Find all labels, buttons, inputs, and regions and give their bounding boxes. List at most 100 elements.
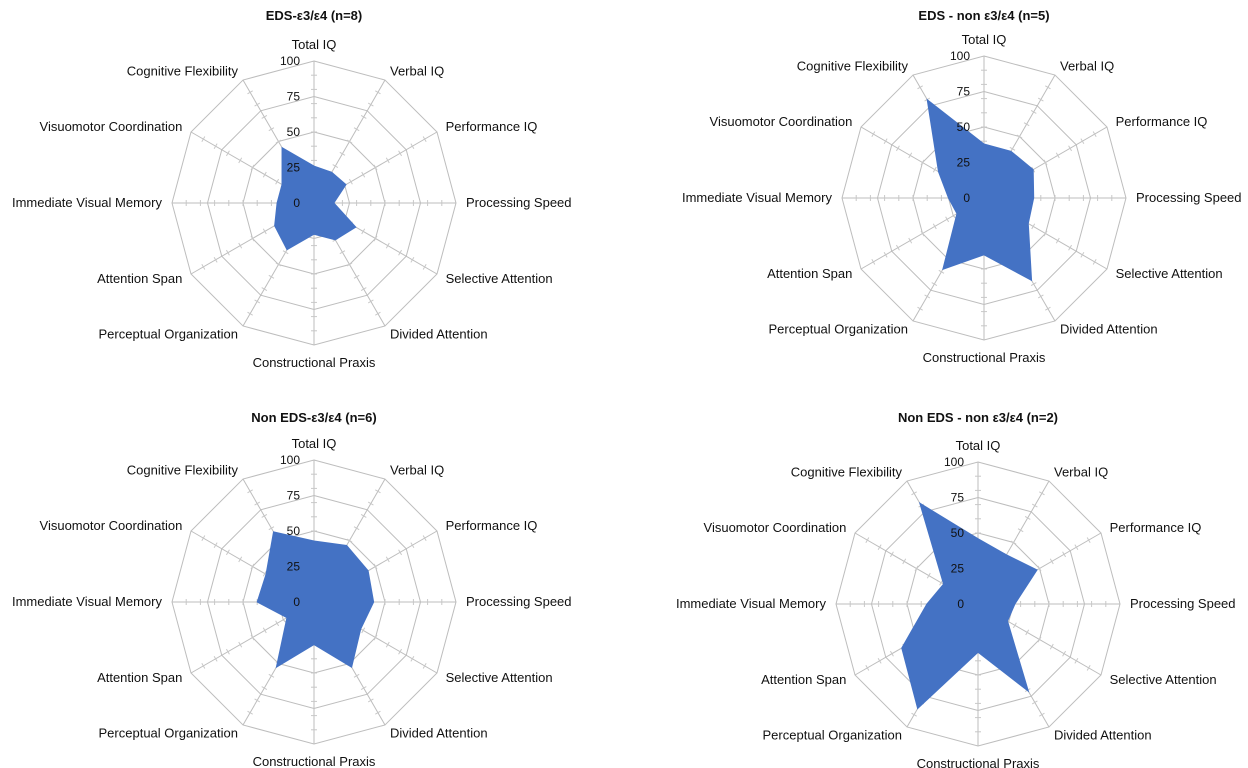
axis-minor-tick (254, 501, 261, 506)
axis-label-constructional-praxis: Constructional Praxis (253, 754, 376, 768)
axis-minor-tick (1049, 643, 1054, 650)
data-area (256, 531, 375, 669)
axis-minor-tick (261, 686, 268, 691)
axis-minor-tick (375, 489, 381, 494)
axis-minor-tick (865, 665, 870, 671)
axis-minor-tick (360, 287, 367, 292)
axis-minor-tick (339, 151, 346, 156)
axis-minor-tick (939, 579, 944, 586)
axis-label-selective-attention: Selective Attention (446, 271, 553, 286)
axis-minor-tick (1039, 712, 1045, 717)
axis-minor-tick (373, 563, 378, 570)
axis-minor-tick (250, 235, 255, 242)
axis-minor-tick (375, 90, 381, 95)
axis-minor-tick (353, 274, 360, 279)
axis-label-attention-span: Attention Span (761, 672, 846, 687)
axis-minor-tick (1074, 544, 1079, 551)
axis-label-immediate-visual-memory: Immediate Visual Memory (12, 594, 163, 609)
axis-minor-tick (422, 663, 427, 669)
axis-minor-tick (367, 698, 374, 703)
axis-minor-tick (353, 526, 360, 531)
axis-minor-tick (367, 102, 374, 107)
axis-label-processing-speed: Processing Speed (1130, 596, 1236, 611)
axis-minor-tick (332, 164, 339, 169)
axis-minor-tick (268, 274, 275, 279)
axis-minor-tick (250, 164, 255, 171)
axis-minor-tick (1037, 97, 1044, 102)
axis-minor-tick (877, 657, 882, 664)
axis-minor-tick (385, 242, 390, 249)
axis-label-performance-iq: Performance IQ (1110, 520, 1202, 535)
axis-minor-tick (938, 269, 945, 274)
axis-minor-tick (871, 259, 876, 265)
axis-minor-tick (348, 178, 353, 185)
axis-label-total-iq: Total IQ (962, 32, 1007, 47)
radial-tick-label: 75 (957, 85, 971, 99)
axis-label-divided-attention: Divided Attention (1060, 322, 1158, 337)
axis-minor-tick (926, 572, 931, 579)
axis-minor-tick (1031, 503, 1038, 508)
axis-minor-tick (262, 228, 267, 235)
axis-label-selective-attention: Selective Attention (1116, 266, 1223, 281)
axis-label-cognitive-flexibility: Cognitive Flexibility (127, 63, 239, 78)
axis-minor-tick (877, 544, 882, 551)
axis-minor-tick (398, 150, 403, 157)
radar-svg: 0 25 50 75 100 Total IQ Verbal IQ Performance I… (682, 8, 1242, 365)
axis-minor-tick (920, 230, 925, 237)
axis-minor-tick (1055, 237, 1060, 244)
axis-minor-tick (261, 513, 268, 518)
axis-minor-tick (225, 150, 230, 157)
axis-minor-tick (254, 299, 261, 304)
radial-tick-label: 75 (287, 90, 301, 104)
axis-minor-tick (261, 114, 268, 119)
radial-tick-label: 100 (280, 453, 300, 467)
axis-minor-tick (1086, 665, 1091, 671)
axis-label-verbal-iq: Verbal IQ (1060, 58, 1114, 73)
axis-minor-tick (373, 235, 378, 242)
axis-minor-tick (911, 491, 917, 496)
axis-minor-tick (1074, 657, 1079, 664)
radial-tick-label: 0 (293, 196, 300, 210)
axis-minor-tick (385, 556, 390, 563)
axis-label-constructional-praxis: Constructional Praxis (923, 350, 1046, 365)
axis-minor-tick (1024, 515, 1031, 520)
axis-minor-tick (1092, 131, 1097, 137)
axis-minor-tick (254, 102, 261, 107)
axis-minor-tick (238, 157, 243, 164)
radial-tick-label: 0 (957, 597, 964, 611)
axis-label-perceptual-organization: Perceptual Organization (99, 726, 238, 741)
axis-label-visuomotor-coordination: Visuomotor Coordination (40, 518, 183, 533)
axis-minor-tick (398, 549, 403, 556)
axis-minor-tick (225, 249, 230, 256)
axis-minor-tick (201, 136, 206, 142)
axis-label-verbal-iq: Verbal IQ (1054, 464, 1108, 479)
axis-minor-tick (908, 237, 913, 244)
axis-label-visuomotor-coordination: Visuomotor Coordination (40, 119, 183, 134)
chart-title: Non EDS - non ε3/ε4 (n=2) (898, 410, 1058, 425)
axis-label-immediate-visual-memory: Immediate Visual Memory (682, 190, 833, 205)
axis-minor-tick (422, 264, 427, 270)
axis-minor-tick (1017, 528, 1024, 533)
axis-label-verbal-iq: Verbal IQ (390, 462, 444, 477)
axis-label-processing-speed: Processing Speed (466, 195, 572, 210)
axis-minor-tick (213, 542, 218, 549)
axis-minor-tick (275, 620, 280, 627)
chart-title: EDS-ε3/ε4 (n=8) (266, 8, 363, 23)
axis-minor-tick (1016, 134, 1023, 139)
axis-minor-tick (353, 673, 360, 678)
axis-minor-tick (213, 655, 218, 662)
axis-minor-tick (883, 138, 888, 145)
axis-minor-tick (225, 549, 230, 556)
axis-minor-tick (924, 294, 931, 299)
axis-minor-tick (367, 299, 374, 304)
axis-label-verbal-iq: Verbal IQ (390, 63, 444, 78)
axis-minor-tick (361, 627, 366, 634)
axis-minor-tick (1086, 537, 1091, 543)
axis-minor-tick (1030, 109, 1037, 114)
axis-minor-tick (367, 501, 374, 506)
axis-minor-tick (865, 537, 870, 543)
axis-minor-tick (889, 551, 894, 558)
axis-minor-tick (422, 136, 427, 142)
axis-label-perceptual-organization: Perceptual Organization (769, 322, 908, 337)
axis-minor-tick (889, 650, 894, 657)
